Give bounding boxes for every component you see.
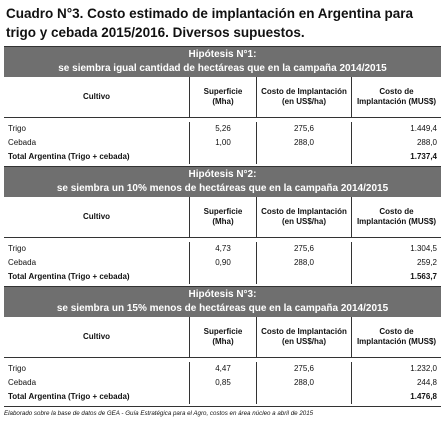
section-heading: Hipótesis N°3: xyxy=(188,289,257,300)
empty-cell xyxy=(257,150,352,164)
section: Hipótesis N°1: se siembra igual cantidad … xyxy=(4,46,441,166)
section-subheading: se siembra un 10% menos de hectáreas que… xyxy=(56,183,389,194)
table-body: Trigo 4,73 275,6 1.304,5 Cebada 0,90 288,0 259,… xyxy=(4,238,441,286)
cell: 4,47 xyxy=(190,362,257,376)
cell: 275,6 xyxy=(257,362,352,376)
cell: 288,0 xyxy=(257,136,352,150)
section: Hipótesis N°3: se siembra un 15% menos de… xyxy=(4,286,441,406)
total-label: Total Argentina (Trigo + cebada) xyxy=(4,390,190,404)
cell: 1,00 xyxy=(190,136,257,150)
cell: 288,0 xyxy=(257,376,352,390)
cell: 244,8 xyxy=(416,378,437,387)
cell: 1.304,5 xyxy=(410,244,437,253)
column-header: Cultivo xyxy=(4,77,190,117)
cell: 1.449,4 xyxy=(410,124,437,133)
title: Cuadro N°3. Costo estimado de implantaci… xyxy=(6,6,413,40)
data-row: Trigo 4,73 275,6 1.304,5 xyxy=(4,242,441,256)
section-subheading: se siembra un 15% menos de hectáreas que… xyxy=(56,303,389,314)
data-row: Cebada 0,90 288,0 259,2 xyxy=(4,256,441,270)
header-row: Cultivo Superficie (Mha) Costo de Implanta… xyxy=(4,317,441,358)
footer: Elaborado sobre la base de datos de GEA … xyxy=(4,406,441,417)
section-heading: Hipótesis N°2: xyxy=(188,169,257,180)
empty-cell xyxy=(257,270,352,284)
header-row: Cultivo Superficie (Mha) Costo de Implanta… xyxy=(4,197,441,238)
column-header: Costo de Implantación (en US$/ha) xyxy=(257,197,352,237)
section: Hipótesis N°2: se siembra un 10% menos de… xyxy=(4,166,441,286)
cell: Trigo xyxy=(4,122,190,136)
empty-cell xyxy=(190,270,257,284)
column-header: Costo de Implantación (MUS$) xyxy=(356,207,437,226)
section-band: Hipótesis N°2: se siembra un 10% menos de… xyxy=(4,166,441,197)
section-band: Hipótesis N°3: se siembra un 15% menos de… xyxy=(4,286,441,317)
column-header: Costo de Implantación (en US$/ha) xyxy=(257,317,352,357)
total-value: 1.563,7 xyxy=(410,272,437,281)
empty-cell xyxy=(257,390,352,404)
cell: 288,0 xyxy=(257,256,352,270)
column-header: Superficie (Mha) xyxy=(190,77,257,117)
data-row: Trigo 4,47 275,6 1.232,0 xyxy=(4,362,441,376)
total-label: Total Argentina (Trigo + cebada) xyxy=(4,270,190,284)
cell: 5,26 xyxy=(190,122,257,136)
column-header: Costo de Implantación (en US$/ha) xyxy=(257,77,352,117)
header-row: Cultivo Superficie (Mha) Costo de Implanta… xyxy=(4,77,441,118)
column-header: Cultivo xyxy=(4,317,190,357)
cell: 259,2 xyxy=(416,258,437,267)
cell: Cebada xyxy=(4,256,190,270)
empty-cell xyxy=(190,150,257,164)
cell: Trigo xyxy=(4,362,190,376)
total-row: Total Argentina (Trigo + cebada) 1.563,7 xyxy=(4,270,441,284)
cell: Cebada xyxy=(4,376,190,390)
total-label: Total Argentina (Trigo + cebada) xyxy=(4,150,190,164)
table-body: Trigo 4,47 275,6 1.232,0 Cebada 0,85 288,0 244,… xyxy=(4,358,441,406)
column-header: Cultivo xyxy=(4,197,190,237)
cell: 288,0 xyxy=(416,138,437,147)
cell: 0,85 xyxy=(190,376,257,390)
cell: 1.232,0 xyxy=(410,364,437,373)
cell: 275,6 xyxy=(257,122,352,136)
cell: 4,73 xyxy=(190,242,257,256)
total-row: Total Argentina (Trigo + cebada) 1.476,8 xyxy=(4,390,441,404)
data-row: Cebada 1,00 288,0 288,0 xyxy=(4,136,441,150)
table-body: Trigo 5,26 275,6 1.449,4 Cebada 1,00 288,0 288,… xyxy=(4,118,441,166)
data-row: Trigo 5,26 275,6 1.449,4 xyxy=(4,122,441,136)
column-header: Superficie (Mha) xyxy=(190,317,257,357)
total-row: Total Argentina (Trigo + cebada) 1.737,4 xyxy=(4,150,441,164)
section-heading: Hipótesis N°1: xyxy=(188,49,257,60)
total-value: 1.476,8 xyxy=(410,392,437,401)
section-band: Hipótesis N°1: se siembra igual cantidad … xyxy=(4,46,441,77)
column-header: Superficie (Mha) xyxy=(190,197,257,237)
data-row: Cebada 0,85 288,0 244,8 xyxy=(4,376,441,390)
cell: Cebada xyxy=(4,136,190,150)
column-header: Costo de Implantación (MUS$) xyxy=(356,327,437,346)
column-header: Costo de Implantación (MUS$) xyxy=(356,87,437,106)
section-subheading: se siembra igual cantidad de hectáreas q… xyxy=(58,63,387,74)
total-value: 1.737,4 xyxy=(410,152,437,161)
cell: 0,90 xyxy=(190,256,257,270)
empty-cell xyxy=(190,390,257,404)
cell: 275,6 xyxy=(257,242,352,256)
sections: Hipótesis N°1: se siembra igual cantidad … xyxy=(4,46,441,406)
page: Cuadro N°3. Costo estimado de implantaci… xyxy=(4,0,441,417)
cell: Trigo xyxy=(4,242,190,256)
